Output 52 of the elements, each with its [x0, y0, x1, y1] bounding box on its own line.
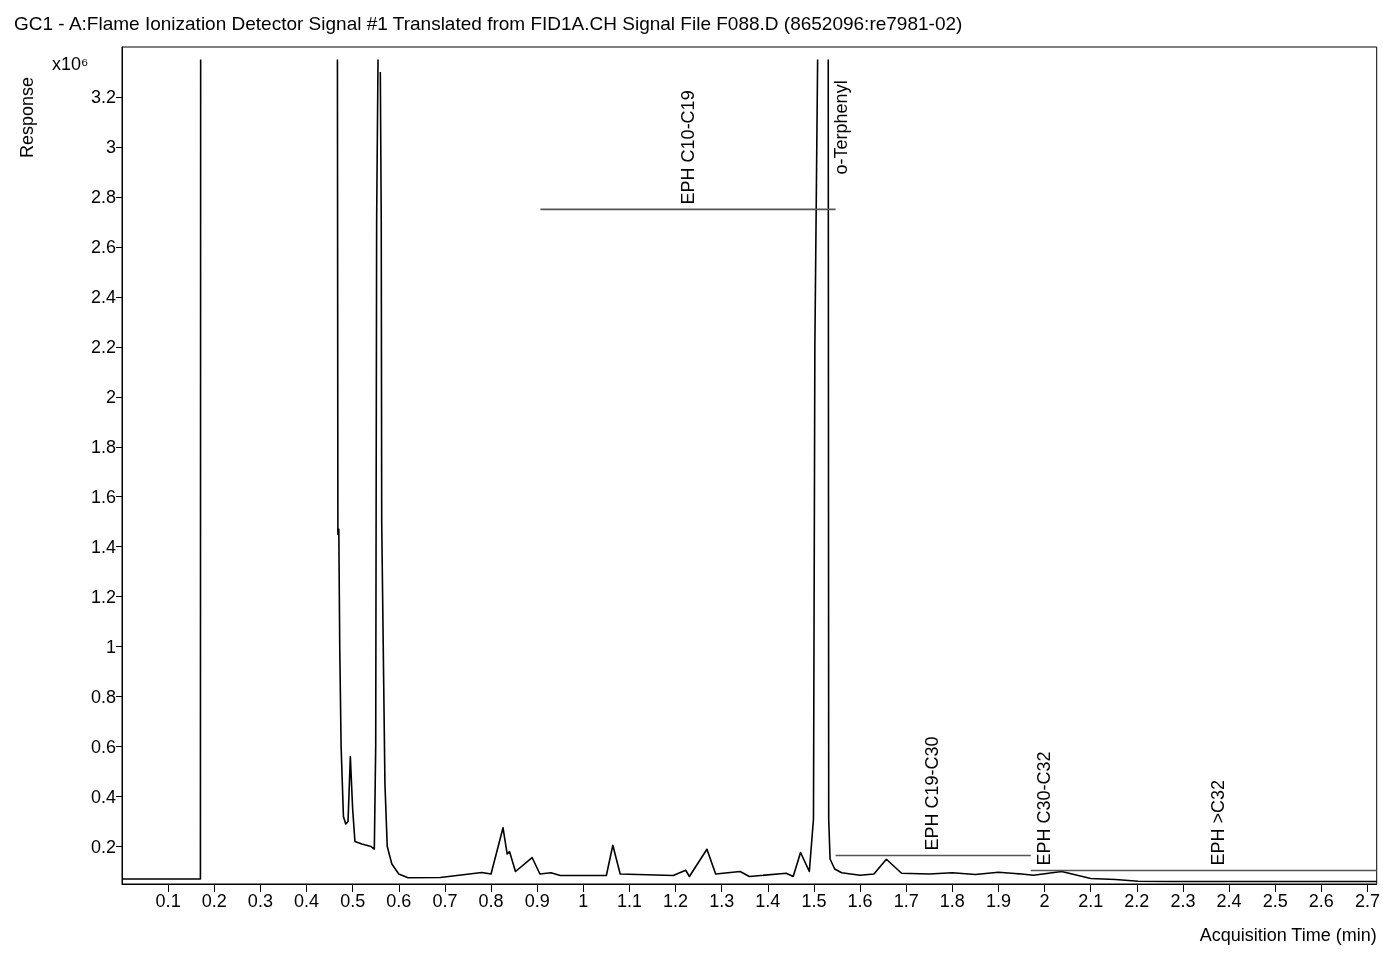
x-tick-label: 1.4 — [755, 891, 781, 911]
x-tick-label: 0.9 — [524, 891, 550, 911]
y-tick-label: 1.6 — [90, 486, 116, 507]
x-tick-label: 1.1 — [616, 891, 642, 911]
x-tick-label: 2.3 — [1170, 891, 1196, 911]
annotation: EPH >C32 — [1207, 779, 1228, 866]
annotation: EPH C10-C19 — [678, 90, 699, 205]
y-tick-label: 1 — [105, 636, 116, 657]
annotation: EPH C19-C30 — [922, 736, 943, 851]
annotation: EPH C30-C32 — [1033, 751, 1054, 866]
x-axis-title: Acquisition Time (min) — [1199, 925, 1377, 945]
chart-title: GC1 - A:Flame Ionization Detector Signal #1 Translated from FID1A.CH Signal File F088.D (8652096:re7981-02) — [14, 13, 963, 34]
x-tick-label: 1 — [578, 891, 589, 911]
y-tick-label: 1.8 — [90, 436, 116, 457]
y-tick-label: 0.6 — [90, 736, 116, 757]
x-tick-label: 0.1 — [155, 891, 181, 911]
x-tick-label: 1.2 — [663, 891, 689, 911]
x-tick-label: 2.1 — [1078, 891, 1104, 911]
x-tick-label: 0.2 — [201, 891, 227, 911]
y-tick-label: 2.4 — [90, 286, 116, 307]
y-axis-title: Response — [17, 76, 37, 158]
x-tick-label: 1.6 — [847, 891, 873, 911]
y-tick-label: 2.8 — [90, 186, 116, 207]
y-tick-label: 2.2 — [90, 336, 116, 357]
annotation: o-Terphenyl — [830, 80, 851, 175]
x-tick-label: 2.6 — [1308, 891, 1334, 911]
x-tick-label: 1.7 — [893, 891, 919, 911]
x-tick-label: 0.8 — [478, 891, 504, 911]
y-tick-label: 1.2 — [90, 586, 116, 607]
x-tick-label: 0.4 — [294, 891, 320, 911]
y-tick-label: 2 — [105, 386, 116, 407]
x-tick-label: 0.5 — [340, 891, 366, 911]
x-tick-label: 0.6 — [386, 891, 412, 911]
x-tick-label: 1.3 — [709, 891, 735, 911]
x-tick-label: 2.5 — [1262, 891, 1288, 911]
y-tick-label: 0.4 — [90, 786, 116, 807]
x-tick-label: 2.7 — [1354, 891, 1380, 911]
y-tick-label: 1.4 — [90, 536, 116, 557]
y-tick-label: 2.6 — [90, 236, 116, 257]
x-tick-label: 1.9 — [985, 891, 1011, 911]
x-tick-label: 1.8 — [939, 891, 965, 911]
x-tick-label: 2.2 — [1124, 891, 1150, 911]
x-tick-label: 0.7 — [432, 891, 458, 911]
y-tick-label: 0.8 — [90, 686, 116, 707]
y-tick-label: 3.2 — [90, 86, 116, 107]
text: x10⁶ — [52, 54, 89, 74]
y-tick-label: 0.2 — [90, 836, 116, 857]
y-tick-label: 3 — [105, 136, 116, 157]
x-tick-label: 0.3 — [247, 891, 273, 911]
x-tick-label: 2 — [1039, 891, 1050, 911]
x-tick-label: 2.4 — [1216, 891, 1242, 911]
x-tick-label: 1.5 — [801, 891, 827, 911]
